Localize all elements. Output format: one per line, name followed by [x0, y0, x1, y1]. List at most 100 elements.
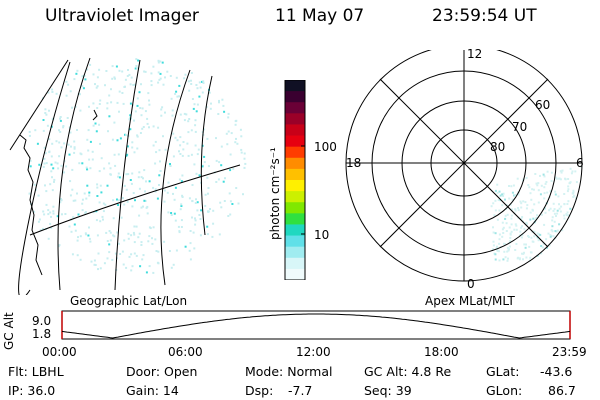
- colorbar-cell: [285, 213, 305, 225]
- polar-emission-dot: [519, 230, 522, 233]
- polar-emission-dot: [524, 201, 527, 204]
- emission-dot: [148, 103, 151, 106]
- emission-dot: [132, 192, 135, 194]
- emission-dot: [219, 201, 222, 204]
- emission-dot: [150, 84, 153, 87]
- emission-dot: [136, 147, 139, 150]
- emission-dot: [108, 115, 111, 118]
- emission-dot: [143, 199, 146, 202]
- emission-dot: [92, 73, 95, 76]
- polar-emission-dot: [508, 226, 511, 229]
- emission-dot: [92, 102, 95, 105]
- polar-emission-dot: [525, 176, 528, 179]
- glat-info-label: GLat:: [486, 364, 520, 379]
- emission-dot: [85, 166, 88, 169]
- door-info: Door: Open: [126, 364, 198, 379]
- polar-emission-dot: [492, 244, 495, 247]
- emission-dot: [130, 76, 133, 79]
- polar-emission-dot: [536, 232, 539, 235]
- emission-dot: [76, 254, 79, 257]
- emission-dot: [105, 231, 108, 234]
- emission-dot: [181, 194, 184, 197]
- emission-dot: [181, 196, 184, 198]
- polar-emission-dot: [498, 199, 501, 202]
- emission-dot: [218, 233, 221, 236]
- polar-emission-dot: [507, 248, 510, 250]
- altitude-tick-9: 9.0: [32, 314, 52, 328]
- emission-dot: [208, 91, 211, 94]
- emission-dot: [92, 124, 95, 127]
- emission-dot: [198, 174, 201, 177]
- emission-dot: [88, 191, 91, 194]
- emission-dot: [152, 125, 155, 128]
- emission-dot: [157, 81, 160, 84]
- emission-dot: [50, 170, 53, 173]
- emission-dot: [128, 118, 131, 121]
- emission-dot: [67, 143, 70, 146]
- emission-dot: [121, 250, 124, 253]
- polar-emission-dot: [568, 182, 571, 185]
- emission-dot: [210, 102, 212, 105]
- emission-dot: [67, 83, 70, 86]
- emission-dot: [154, 140, 157, 143]
- emission-dot: [227, 112, 230, 115]
- polar-emission-dot: [544, 182, 547, 185]
- emission-dot: [183, 77, 186, 80]
- polar-emission-dot: [540, 184, 543, 187]
- polar-emission-dot: [511, 198, 514, 201]
- polar-emission-dot: [547, 232, 550, 235]
- polar-emission-dot: [515, 228, 518, 231]
- emission-dot: [148, 226, 151, 229]
- emission-dot: [155, 151, 158, 154]
- emission-dot: [184, 245, 187, 248]
- emission-dot: [147, 92, 150, 95]
- emission-dot: [81, 202, 84, 205]
- colorbar-cell: [285, 135, 305, 148]
- polar-emission-dot: [513, 194, 515, 197]
- emission-dot: [112, 217, 115, 220]
- emission-dot: [235, 187, 238, 189]
- emission-dot: [195, 84, 198, 86]
- polar-emission-dot: [503, 243, 506, 245]
- emission-dot: [54, 161, 57, 164]
- emission-dot: [175, 76, 178, 79]
- polar-emission-dot: [501, 221, 504, 224]
- altitude-tick-1-8: 1.8: [32, 327, 52, 341]
- emission-dot: [131, 141, 134, 144]
- emission-dot: [156, 261, 159, 264]
- emission-dot: [218, 99, 220, 102]
- emission-dot: [69, 131, 72, 134]
- emission-dot: [200, 209, 203, 212]
- emission-dot: [133, 83, 136, 86]
- emission-dot: [108, 230, 111, 232]
- emission-dot: [81, 162, 84, 165]
- emission-dot: [125, 134, 128, 136]
- emission-dot: [158, 149, 161, 152]
- emission-dot: [51, 142, 54, 145]
- emission-dot: [119, 253, 122, 255]
- emission-dot: [187, 80, 190, 83]
- emission-dot: [157, 61, 160, 64]
- emission-dot: [147, 240, 150, 243]
- polar-emission-dot: [530, 236, 533, 239]
- emission-dot: [199, 86, 202, 89]
- emission-dot: [124, 133, 126, 136]
- coastline: [19, 109, 98, 276]
- emission-dot: [229, 213, 232, 216]
- emission-dot: [143, 169, 146, 172]
- emission-dot: [33, 183, 36, 186]
- polar-emission-dot: [530, 198, 533, 201]
- emission-dot: [218, 101, 220, 104]
- emission-dot: [73, 146, 76, 149]
- emission-dot: [49, 222, 52, 225]
- time-tick-0600: 06:00: [168, 345, 203, 359]
- polar-emission-dot: [532, 209, 534, 212]
- emission-dot: [131, 265, 134, 268]
- emission-dot: [123, 203, 126, 206]
- emission-dot: [44, 184, 46, 187]
- emission-dot: [209, 208, 211, 210]
- polar-emission-dot: [494, 199, 497, 202]
- polar-emission-dot: [496, 248, 499, 251]
- emission-dot: [228, 192, 231, 195]
- emission-dot: [123, 239, 126, 242]
